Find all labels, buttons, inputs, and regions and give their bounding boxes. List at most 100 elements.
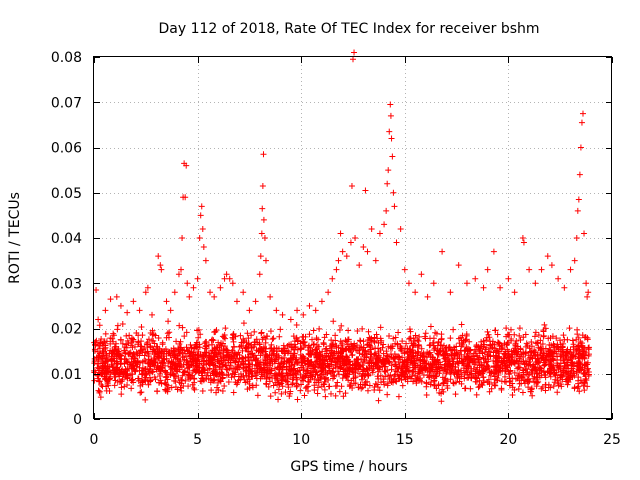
data-point [585,289,592,296]
data-point [253,362,260,369]
data-point [111,374,118,381]
data-point [259,182,266,189]
data-point [95,316,102,323]
data-point [526,358,533,365]
data-point [116,379,123,386]
data-point [110,330,117,337]
data-point [114,353,121,360]
data-point [517,346,524,353]
data-point [338,383,345,390]
data-point [532,329,539,336]
data-point [226,365,233,372]
data-point [190,284,197,291]
data-point [294,382,301,389]
data-point [513,357,520,364]
data-point [305,387,312,394]
data-point [394,341,401,348]
data-point [454,375,461,382]
data-point [424,293,431,300]
data-point [534,360,541,367]
data-point [202,257,209,264]
data-point [342,390,349,397]
data-point [414,337,421,344]
data-point [422,335,429,342]
data-point [423,379,430,386]
data-point [330,318,337,325]
data-point [485,364,492,371]
data-point [574,331,581,338]
data-point [121,347,128,354]
data-point [181,333,188,340]
data-point [205,349,212,356]
data-point [177,338,184,345]
data-point [118,384,125,391]
data-point [455,262,462,269]
data-point [579,343,586,350]
data-point [315,336,322,343]
data-point [580,382,587,389]
data-point [191,345,198,352]
data-point [138,389,145,396]
data-point [103,352,110,359]
data-point [414,352,421,359]
data-point [364,248,371,255]
data-point [318,368,325,375]
data-point [130,298,137,305]
data-point [299,353,306,360]
data-point [554,389,561,396]
data-point [127,349,134,356]
data-point [187,375,194,382]
data-point [458,351,465,358]
data-point [374,357,381,364]
data-point [437,347,444,354]
data-point [243,372,250,379]
data-point [504,364,511,371]
data-point [219,361,226,368]
data-point [261,235,268,241]
data-point [142,396,149,403]
data-point [478,381,485,388]
data-point [539,341,546,348]
data-point [544,253,551,260]
data-point [537,365,544,372]
data-point [256,341,263,348]
data-point [177,384,184,391]
data-point [256,271,263,278]
data-point [262,257,269,264]
data-point [566,325,573,332]
data-point [95,354,102,361]
data-point [511,289,518,296]
data-point [484,328,491,335]
y-tick-label: 0.07 [51,95,82,111]
data-point [311,375,318,382]
data-point [367,342,374,349]
data-point [465,364,472,371]
data-point [394,368,401,375]
data-point [172,373,179,380]
data-point [326,356,333,363]
data-point [300,377,307,384]
data-point [473,391,480,398]
data-point [585,372,592,379]
data-point [501,351,508,358]
data-point [521,377,528,384]
data-point [263,381,270,388]
data-point [448,352,455,359]
data-point [102,307,109,314]
data-point [476,362,483,369]
data-point [192,367,199,374]
data-point [166,329,173,336]
data-point [219,387,226,394]
data-point [271,345,278,352]
data-point [175,271,182,278]
data-point [477,344,484,351]
data-point [333,266,340,273]
data-point [418,345,425,352]
data-point [483,344,490,351]
data-point [485,378,492,385]
data-point [579,110,586,117]
data-point [368,360,375,367]
data-point [251,328,258,335]
x-tick-label: 0 [90,432,99,448]
data-point [486,334,493,341]
